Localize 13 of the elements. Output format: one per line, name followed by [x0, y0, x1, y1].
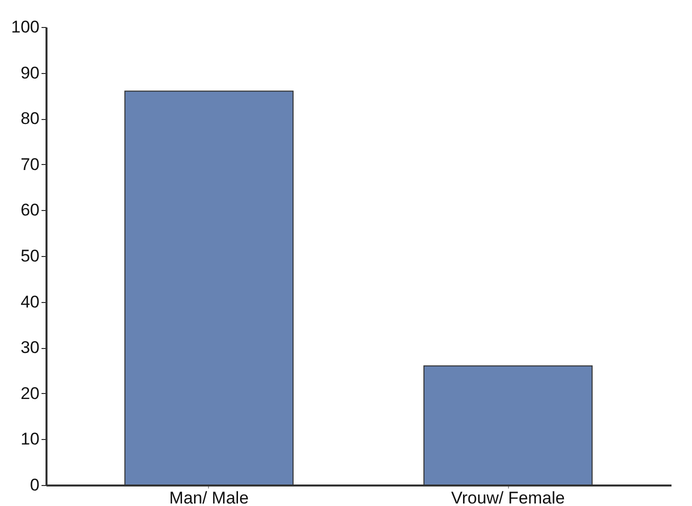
y-tick-label: 90 — [20, 63, 40, 82]
y-tick-label: 20 — [20, 384, 40, 403]
y-tick-label: 50 — [20, 246, 40, 266]
x-tick-label: Vrouw/ Female — [451, 488, 565, 506]
y-tick-label: 10 — [20, 430, 40, 449]
y-tick-label: 80 — [20, 109, 40, 128]
y-tick-label: 60 — [20, 200, 40, 220]
y-tick-label: 70 — [20, 154, 40, 174]
y-tick-label: 40 — [20, 292, 40, 312]
y-tick-label: 30 — [20, 338, 40, 358]
x-tick-label: Man/ Male — [169, 488, 249, 506]
y-tick-label: 0 — [30, 476, 40, 494]
y-tick-label: 100 — [11, 18, 40, 36]
